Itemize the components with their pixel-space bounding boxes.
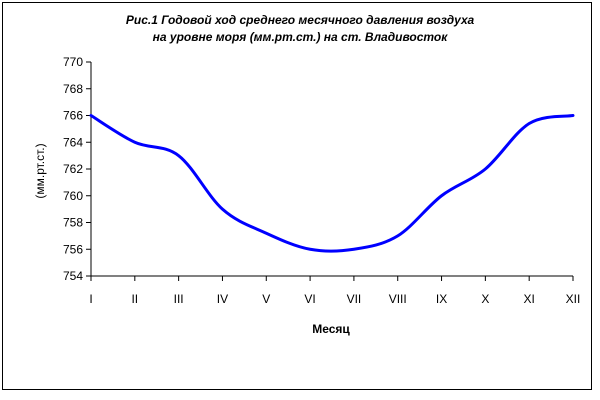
y-axis-title: (мм.рт.ст.) bbox=[33, 143, 47, 198]
y-tick-label: 760 bbox=[63, 189, 83, 203]
x-tick-label: I bbox=[89, 292, 92, 306]
x-tick-label: X bbox=[481, 292, 489, 306]
y-tick-label: 766 bbox=[63, 109, 83, 123]
y-tick-label: 756 bbox=[63, 242, 83, 256]
chart-title-line-2: на уровне моря (мм.рт.ст.) на ст. Владив… bbox=[152, 30, 448, 44]
y-tick-label: 758 bbox=[63, 216, 83, 230]
x-tick-label: III bbox=[174, 292, 184, 306]
x-axis: I II III IV V VI VII VIII IX X XI XII bbox=[89, 275, 581, 306]
x-tick-label: VII bbox=[347, 292, 362, 306]
x-tick-label: VIII bbox=[389, 292, 407, 306]
y-tick-label: 768 bbox=[63, 82, 83, 96]
x-tick-label: XI bbox=[524, 292, 535, 306]
x-tick-label: IV bbox=[217, 292, 228, 306]
x-axis-title: Месяц bbox=[312, 322, 350, 336]
y-axis: 754 756 758 760 762 764 766 768 770 bbox=[63, 55, 92, 283]
chart-frame bbox=[2, 2, 592, 390]
series-group bbox=[89, 114, 575, 253]
chart-title-line-1: Рис.1 Годовой ход среднего месячного дав… bbox=[125, 13, 475, 27]
y-tick-label: 754 bbox=[63, 269, 83, 283]
x-tick-label: V bbox=[262, 292, 270, 306]
x-tick-label: II bbox=[131, 292, 138, 306]
x-tick-label: VI bbox=[304, 292, 315, 306]
y-tick-label: 762 bbox=[63, 162, 83, 176]
series-line bbox=[89, 114, 575, 253]
x-tick-label: IX bbox=[436, 292, 447, 306]
x-tick-label: XII bbox=[566, 292, 581, 306]
chart-title: Рис.1 Годовой ход среднего месячного дав… bbox=[0, 12, 600, 46]
y-tick-label: 764 bbox=[63, 135, 83, 149]
y-tick-label: 770 bbox=[63, 55, 83, 69]
